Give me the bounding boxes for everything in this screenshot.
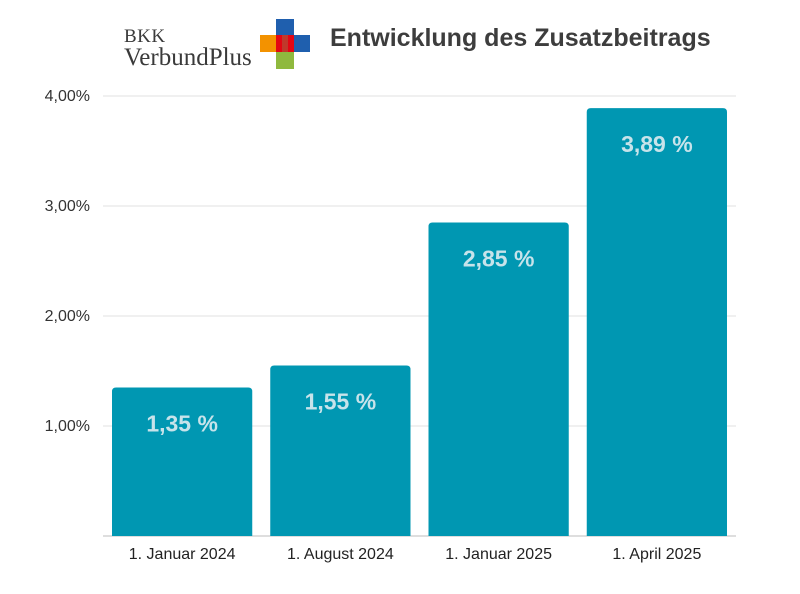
- brand-logo: BKK VerbundPlus: [124, 19, 314, 76]
- bar: [270, 365, 411, 536]
- x-category-label: 1. April 2025: [612, 546, 701, 563]
- y-tick-label: 2,00%: [45, 308, 90, 325]
- x-category-label: 1. Januar 2025: [445, 546, 552, 563]
- x-category-label: 1. Januar 2024: [129, 546, 236, 563]
- y-tick-label: 4,00%: [45, 88, 90, 105]
- data-label: 1,35 %: [146, 411, 218, 437]
- brand-name-line2: VerbundPlus: [124, 44, 252, 71]
- data-label: 2,85 %: [463, 246, 535, 272]
- y-tick-label: 3,00%: [45, 198, 90, 215]
- bar: [428, 222, 569, 536]
- cross-plus-icon: [260, 19, 310, 69]
- data-label: 3,89 %: [621, 131, 693, 157]
- bar: [586, 108, 727, 536]
- brand-name-line1: BKK: [124, 26, 166, 47]
- y-tick-label: 1,00%: [45, 418, 90, 435]
- data-label: 1,55 %: [305, 389, 377, 415]
- bar: [112, 387, 253, 536]
- chart-title: Entwicklung des Zusatzbeitrags: [330, 24, 711, 52]
- x-category-label: 1. August 2024: [287, 546, 394, 563]
